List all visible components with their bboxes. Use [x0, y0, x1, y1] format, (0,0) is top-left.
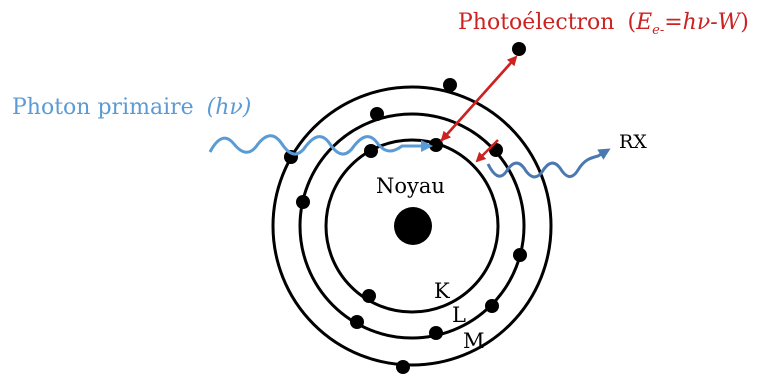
shell-k-orbit: [324, 138, 500, 314]
electron: [296, 195, 310, 209]
shell-m-orbit: [271, 85, 553, 367]
photon-wave: [208, 134, 433, 156]
photon-eq: (hν): [207, 95, 252, 120]
shell-l-label: L: [452, 303, 466, 327]
photoelectron-eq-subscript: e-: [652, 23, 664, 38]
electron: [485, 299, 499, 313]
electron: [429, 326, 443, 340]
electron: [350, 315, 364, 329]
rx-label: RX: [619, 131, 647, 153]
shell-l-orbit: [298, 112, 526, 340]
photoelectron-arrow-back: [440, 63, 511, 142]
shell-m-label: M: [463, 329, 485, 353]
shell-k-label: K: [434, 279, 450, 303]
electron: [443, 78, 457, 92]
photoelectron-text: Photoélectron: [458, 10, 614, 35]
electron: [362, 289, 376, 303]
nucleus-label: Noyau: [376, 174, 445, 198]
electron: [396, 360, 410, 374]
electrons: [284, 42, 527, 374]
photoelectron-eq-energy: E: [635, 10, 652, 35]
transition-arrow: [475, 139, 499, 163]
photon-text: Photon primaire: [12, 95, 194, 120]
electron: [512, 42, 526, 56]
electron: [513, 248, 527, 262]
electron: [489, 143, 503, 157]
photoelectron-eq-rest: =hν-: [664, 10, 717, 35]
rx-wave: [486, 148, 611, 179]
photon-label: Photon primaire (hν): [12, 95, 251, 120]
photoelectron-eq-open: (: [627, 10, 636, 35]
photoelectron-eq-close: ): [740, 10, 749, 35]
photoelectron-label: Photoélectron (Ee-=hν-W): [458, 10, 749, 38]
photoelectron-eq-work: W: [718, 10, 743, 35]
electron: [364, 144, 378, 158]
electron: [370, 107, 384, 121]
nucleus: [394, 207, 432, 245]
